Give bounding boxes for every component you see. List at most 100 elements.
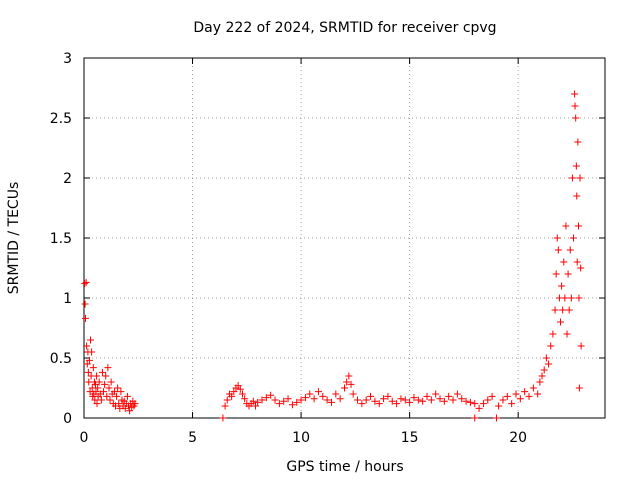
data-point: [323, 396, 331, 404]
data-point: [488, 392, 496, 400]
data-point: [367, 392, 375, 400]
data-point: [83, 360, 91, 368]
gridlines: [84, 58, 605, 418]
data-point: [516, 395, 524, 403]
data-point: [575, 222, 583, 230]
data-point: [563, 330, 571, 338]
data-point: [575, 294, 583, 302]
data-point: [354, 396, 362, 404]
data-point: [564, 270, 572, 278]
data-point: [562, 222, 570, 230]
data-point: [558, 282, 566, 290]
data-point: [234, 382, 242, 390]
data-point: [362, 396, 370, 404]
data-point: [508, 400, 516, 408]
axis-ticks: [83, 57, 605, 419]
data-point: [301, 394, 309, 402]
data-point: [568, 174, 576, 182]
data-point: [475, 404, 483, 412]
data-point: [85, 356, 93, 364]
data-point: [102, 372, 110, 380]
chart-title: Day 222 of 2024, SRMTID for receiver cpv…: [193, 20, 496, 36]
data-point: [576, 174, 584, 182]
data-point: [115, 400, 123, 408]
data-point: [114, 384, 122, 392]
data-point: [83, 342, 91, 350]
data-point: [559, 306, 567, 314]
data-point: [241, 395, 249, 403]
data-point: [113, 392, 121, 400]
data-point: [384, 392, 392, 400]
data-point: [82, 314, 90, 322]
data-point: [336, 395, 344, 403]
data-point: [314, 388, 322, 396]
data-point: [484, 396, 492, 404]
data-point: [492, 414, 500, 422]
data-point: [106, 396, 114, 404]
data-point: [560, 258, 568, 266]
data-point: [238, 390, 246, 398]
data-point: [327, 398, 335, 406]
x-tick-label: 0: [80, 430, 89, 446]
data-point: [565, 306, 573, 314]
data-point: [84, 368, 92, 376]
data-point: [306, 390, 314, 398]
x-tick-label: 10: [292, 430, 310, 446]
data-point: [556, 318, 564, 326]
x-tick-label: 20: [509, 430, 527, 446]
data-point: [94, 384, 102, 392]
data-point: [536, 378, 544, 386]
data-point: [572, 114, 580, 122]
data-point: [542, 354, 550, 362]
data-point: [521, 388, 529, 396]
y-tick-label: 1.5: [50, 231, 72, 247]
data-point: [545, 360, 553, 368]
data-point: [571, 90, 579, 98]
data-point: [380, 395, 388, 403]
data-point: [293, 398, 301, 406]
data-point: [440, 397, 448, 405]
data-point: [358, 400, 366, 408]
data-point: [512, 390, 520, 398]
y-tick-label: 2: [63, 171, 72, 187]
data-point: [230, 388, 238, 396]
data-point: [427, 396, 435, 404]
data-point: [221, 402, 229, 410]
data-point: [100, 388, 108, 396]
data-point: [319, 392, 327, 400]
data-point: [349, 390, 357, 398]
data-point: [471, 414, 479, 422]
data-point: [101, 380, 109, 388]
data-point: [453, 390, 461, 398]
data-point: [401, 396, 409, 404]
data-point: [397, 395, 405, 403]
data-point: [553, 234, 561, 242]
data-point: [87, 336, 95, 344]
data-point: [574, 138, 582, 146]
y-tick-labels: 0 0.5 1 1.5 2 2.5 3: [50, 51, 72, 427]
y-tick-label: 0.5: [50, 351, 72, 367]
data-point: [93, 400, 101, 408]
data-point: [219, 414, 227, 422]
data-point: [98, 368, 106, 376]
data-point: [393, 400, 401, 408]
data-point: [375, 400, 383, 408]
data-point: [288, 401, 296, 409]
data-point: [81, 280, 89, 288]
y-tick-label: 0: [63, 411, 72, 427]
data-point: [577, 342, 585, 350]
data-point: [503, 392, 511, 400]
y-tick-label: 3: [63, 51, 72, 67]
data-point: [567, 294, 575, 302]
data-point: [554, 246, 562, 254]
x-tick-labels: 0 5 10 15 20: [80, 430, 528, 446]
x-axis-label: GPS time / hours: [286, 459, 403, 475]
data-point: [267, 391, 275, 399]
data-point: [575, 384, 583, 392]
data-point: [572, 162, 580, 170]
data-point: [479, 400, 487, 408]
data-point: [534, 390, 542, 398]
data-point: [561, 294, 569, 302]
data-point: [343, 378, 351, 386]
y-tick-label: 1: [63, 291, 72, 307]
